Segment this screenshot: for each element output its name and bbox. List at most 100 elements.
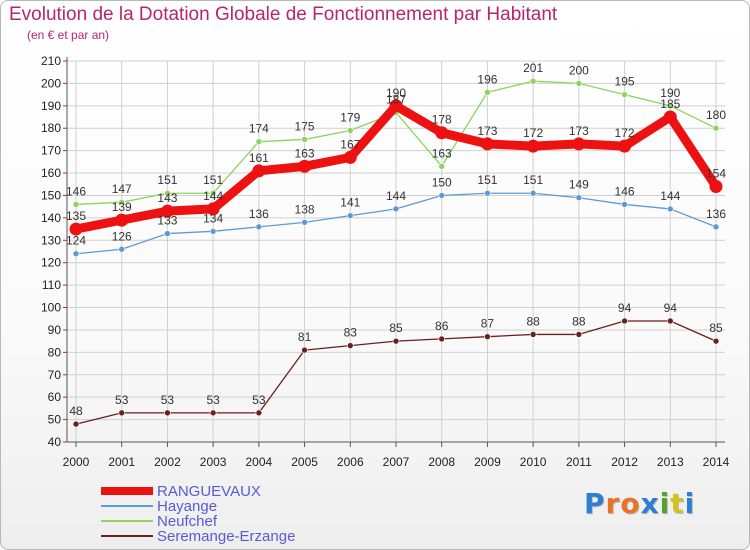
data-label-hayange: 141 — [340, 196, 360, 210]
data-label-neufchef: 163 — [432, 146, 452, 160]
data-label-seremange-erzange: 53 — [206, 393, 220, 407]
legend-swatch — [101, 505, 153, 507]
x-tick-label: 2000 — [63, 455, 90, 469]
data-label-neufchef: 151 — [203, 173, 223, 187]
legend-label: Seremange-Erzange — [157, 528, 296, 545]
legend: RANGUEVAUX Hayange Neufchef Seremange-Erzan… — [101, 483, 361, 545]
x-tick-label: 2005 — [291, 455, 318, 469]
data-label-neufchef: 190 — [660, 86, 680, 100]
y-tick-label: 110 — [42, 278, 61, 292]
data-point-hayange — [209, 228, 217, 235]
x-tick-label: 2003 — [200, 455, 227, 469]
data-point-neufchef — [72, 201, 80, 208]
data-point-hayange — [118, 245, 126, 253]
y-tick-label: 180 — [41, 121, 61, 135]
chart-subtitle: (en € et par an) — [27, 28, 110, 42]
y-tick-label: 170 — [41, 144, 61, 158]
data-point-neufchef — [164, 189, 171, 197]
data-label-seremange-erzange: 86 — [435, 319, 449, 333]
data-point-hayange — [712, 223, 720, 231]
legend-item: Hayange — [101, 498, 361, 515]
logo-letter: i — [659, 487, 671, 520]
data-label-seremange-erzange: 53 — [161, 393, 175, 407]
data-label-neufchef: 151 — [157, 173, 177, 187]
data-point-seremange-erzange — [438, 335, 446, 343]
data-point-ranguevaux — [343, 150, 357, 164]
data-point-seremange-erzange — [118, 409, 126, 417]
data-point-seremange-erzange — [484, 333, 491, 340]
data-label-neufchef: 187 — [386, 93, 406, 107]
data-label-ranguevaux: 135 — [66, 209, 86, 223]
data-point-hayange — [621, 201, 628, 208]
data-label-seremange-erzange: 94 — [618, 301, 632, 315]
data-point-ranguevaux — [709, 180, 723, 194]
data-label-hayange: 124 — [66, 234, 86, 248]
data-label-ranguevaux: 154 — [706, 167, 726, 181]
legend-item: Seremange-Erzange — [101, 528, 361, 545]
data-point-seremange-erzange — [392, 337, 400, 345]
logo-letter: i — [684, 487, 696, 520]
data-point-seremange-erzange — [346, 342, 354, 349]
data-point-neufchef — [575, 80, 583, 87]
data-label-seremange-erzange: 88 — [526, 314, 540, 328]
logo-letter: o — [620, 487, 641, 520]
gridlines — [67, 60, 725, 443]
data-label-ranguevaux: 167 — [340, 137, 360, 151]
data-label-neufchef: 195 — [615, 75, 635, 89]
data-label-ranguevaux: 161 — [249, 151, 269, 165]
data-label-hayange: 149 — [569, 178, 589, 192]
logo-letter: t — [670, 487, 685, 520]
data-point-neufchef — [255, 138, 263, 145]
y-tick-label: 120 — [41, 256, 61, 270]
y-tick-label: 150 — [41, 188, 61, 202]
data-label-hayange: 144 — [660, 189, 680, 203]
data-point-seremange-erzange — [712, 337, 720, 345]
data-label-ranguevaux: 144 — [203, 189, 223, 203]
y-tick-label: 40 — [48, 435, 62, 449]
data-point-ranguevaux — [115, 213, 129, 227]
data-point-neufchef — [529, 77, 537, 85]
data-point-neufchef — [666, 102, 674, 110]
y-tick-label: 90 — [48, 323, 62, 337]
data-point-ranguevaux — [69, 222, 83, 236]
data-label-seremange-erzange: 87 — [481, 317, 495, 331]
y-tick-label: 100 — [41, 301, 61, 315]
data-labels: 48 53 53 53 53 81 83 85 86 87 88 88 94 94 85 124 126 133 1… — [66, 61, 726, 418]
x-tick-label: 2010 — [520, 455, 547, 469]
data-point-ranguevaux — [572, 137, 586, 151]
data-point-hayange — [484, 189, 491, 197]
data-label-hayange: 150 — [432, 175, 452, 189]
data-point-seremange-erzange — [209, 409, 217, 417]
data-point-seremange-erzange — [575, 331, 583, 338]
data-label-hayange: 151 — [477, 173, 497, 187]
x-tick-label: 2008 — [428, 455, 455, 469]
y-tick-label: 160 — [41, 166, 61, 180]
x-tick-label: 2014 — [703, 455, 730, 469]
data-label-seremange-erzange: 48 — [69, 404, 83, 418]
data-label-ranguevaux: 190 — [386, 86, 406, 100]
data-point-ranguevaux — [298, 159, 312, 173]
y-tick-label: 80 — [48, 345, 62, 359]
data-point-neufchef — [209, 189, 217, 197]
data-label-ranguevaux: 163 — [295, 146, 315, 160]
axes: 40 50 60 70 80 90 100 110 120 130 140 150 160 170 180 1… — [41, 54, 730, 469]
x-tick-label: 2011 — [566, 455, 592, 469]
data-point-hayange — [575, 194, 583, 202]
data-point-seremange-erzange — [301, 346, 308, 354]
data-label-ranguevaux: 172 — [615, 126, 635, 140]
data-label-hayange: 151 — [523, 173, 543, 187]
data-label-hayange: 126 — [112, 229, 132, 243]
data-point-hayange — [529, 189, 537, 197]
data-point-ranguevaux — [618, 139, 632, 153]
data-point-seremange-erzange — [621, 317, 628, 325]
y-tick-label: 70 — [48, 368, 62, 382]
data-label-neufchef: 175 — [295, 119, 315, 133]
data-label-neufchef: 147 — [112, 182, 132, 196]
data-label-seremange-erzange: 81 — [298, 330, 312, 344]
data-point-hayange — [301, 219, 308, 226]
x-tick-label: 2006 — [337, 455, 364, 469]
legend-label: Neufchef — [157, 513, 218, 530]
data-point-seremange-erzange — [529, 331, 537, 338]
data-point-hayange — [666, 205, 674, 213]
